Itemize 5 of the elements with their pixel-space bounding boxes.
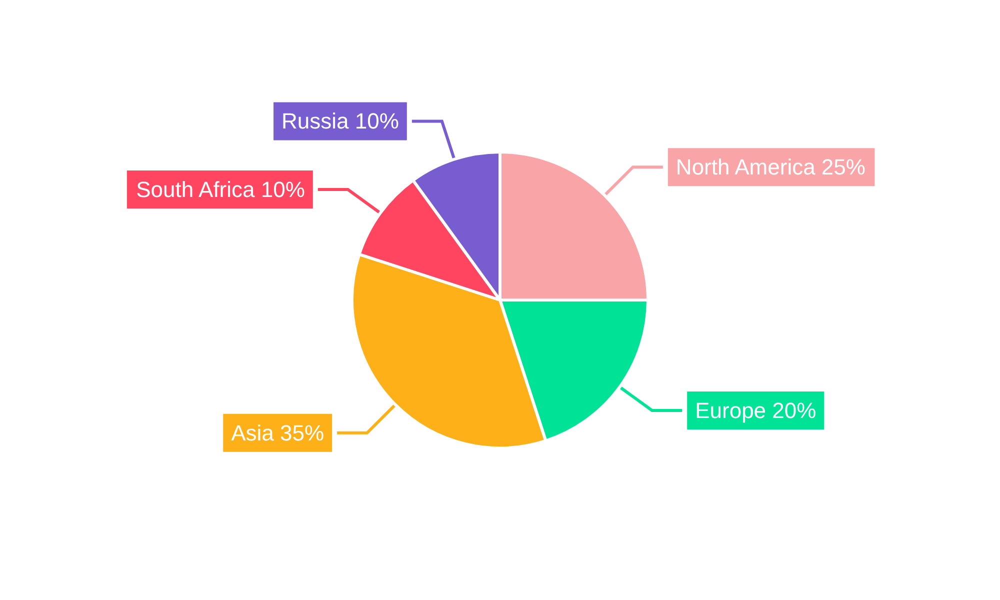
slice-label: Russia 10% [282,108,399,134]
slice-label: North America 25% [676,154,866,180]
slice-label: Asia 35% [231,420,324,446]
slice-label: Europe 20% [695,398,816,424]
slice-label: South Africa 10% [136,176,305,202]
